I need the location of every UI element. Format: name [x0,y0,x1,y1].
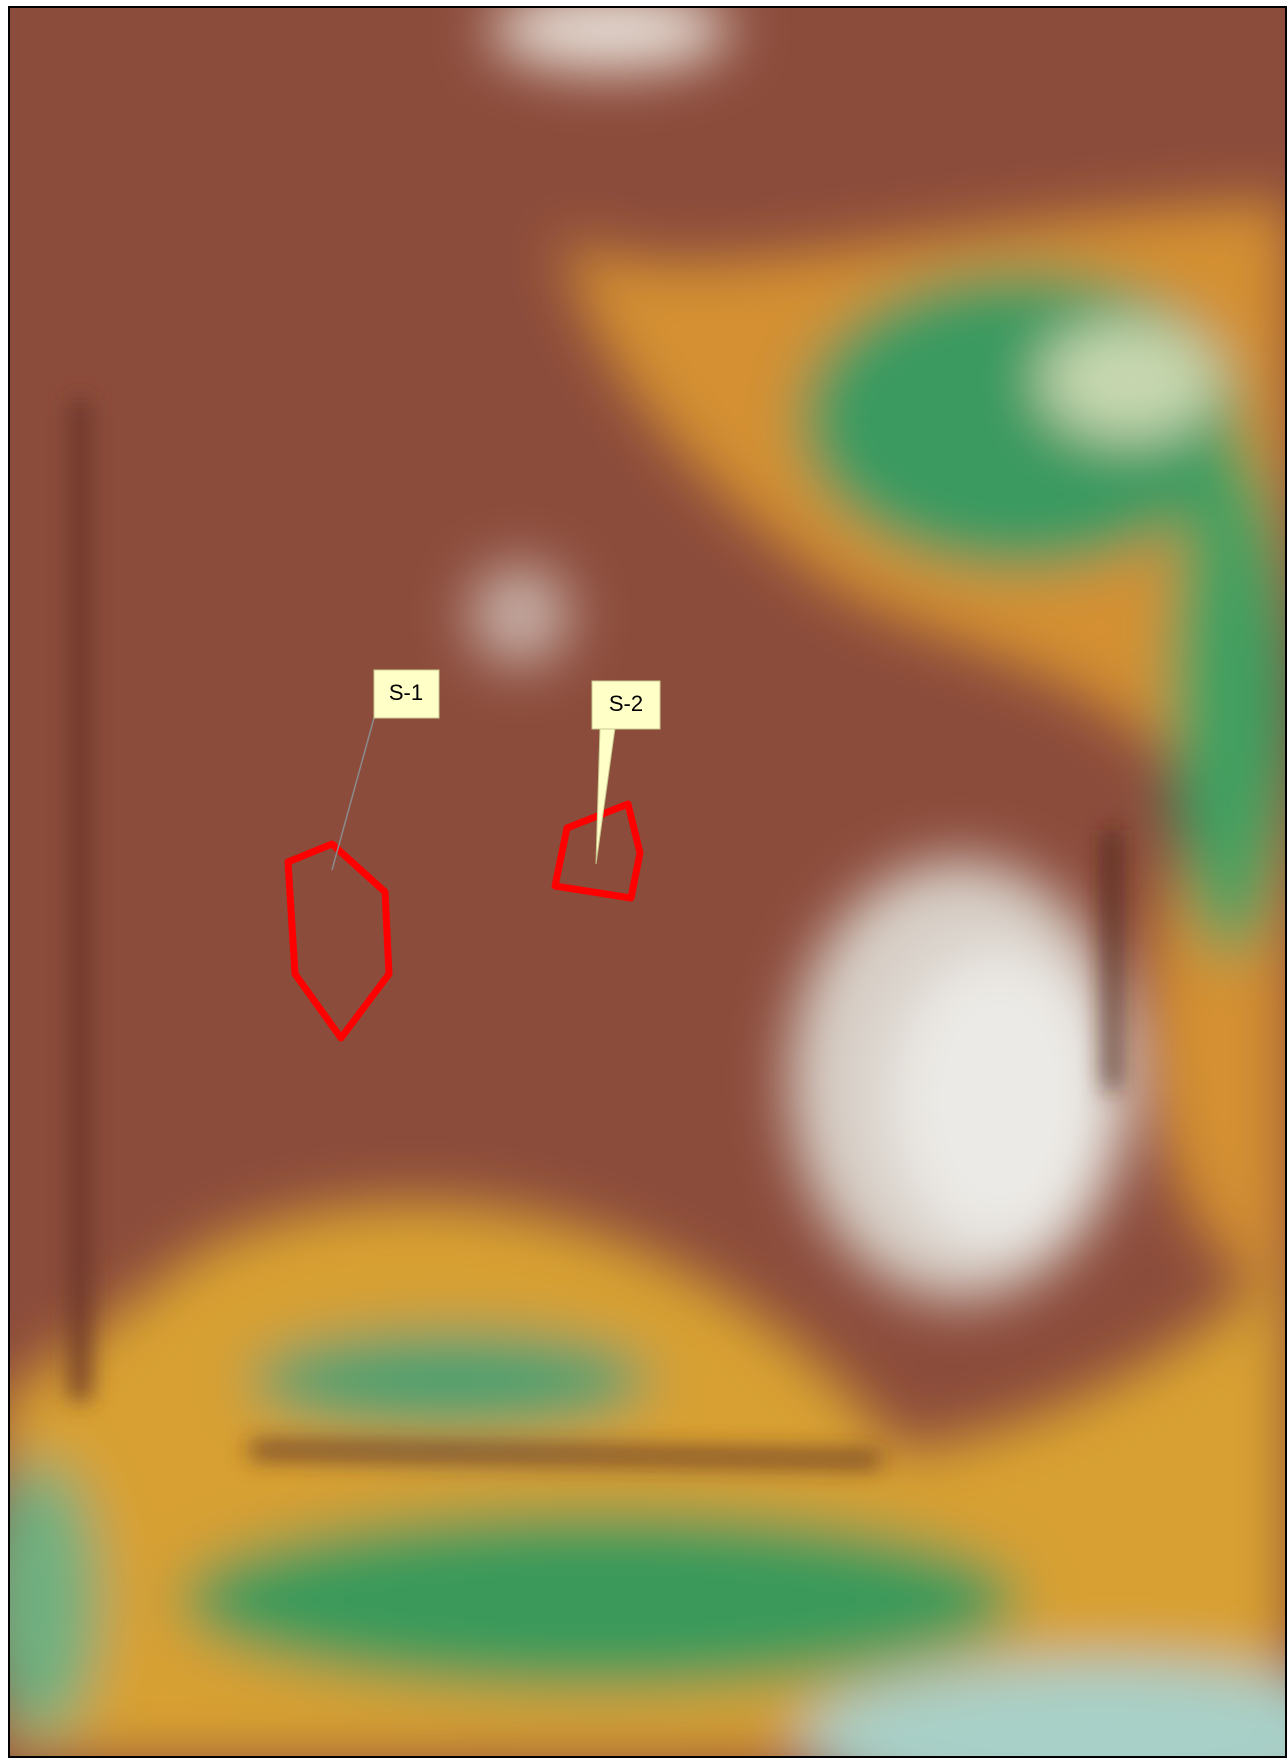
site-label: S-2 [609,691,643,716]
label-box [373,669,440,719]
site-polygon [551,800,644,902]
label-box [591,680,661,730]
map-frame [8,6,1287,1758]
leader-line [331,717,375,871]
site-polygon [284,840,393,1042]
site-label: S-1 [389,680,423,705]
